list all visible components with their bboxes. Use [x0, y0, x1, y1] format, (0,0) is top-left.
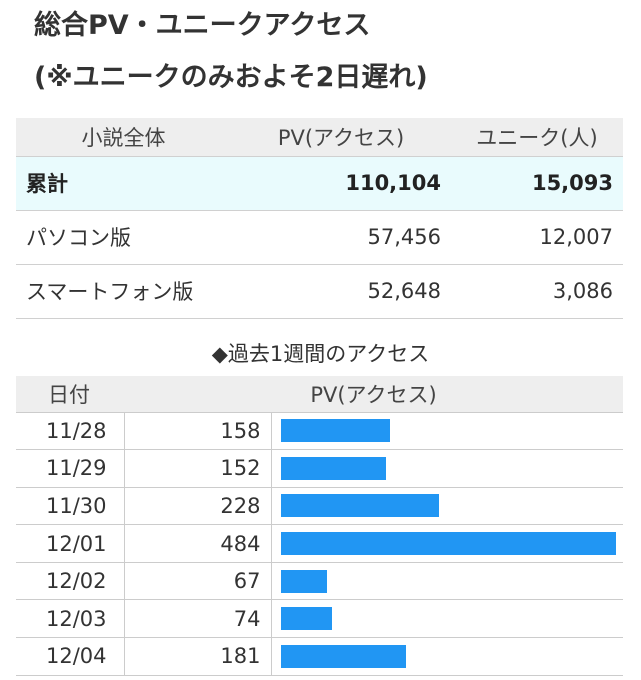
smartphone-label: スマートフォン版 — [16, 264, 231, 319]
weekly-date: 11/29 — [16, 449, 125, 488]
header-date: 日付 — [16, 376, 124, 413]
weekly-bar-cell — [271, 412, 623, 451]
weekly-row: 12/02 67 — [16, 562, 623, 601]
weekly-body: 11/28 158 11/29 152 11/30 228 12/01 484 12/02 67 1… — [16, 412, 623, 676]
weekly-date: 12/02 — [16, 562, 125, 601]
pv-bar — [280, 644, 406, 668]
weekly-pv-value: 74 — [124, 599, 272, 639]
weekly-row: 11/29 152 — [16, 449, 623, 488]
weekly-date: 12/04 — [16, 637, 125, 676]
pc-pv: 57,456 — [231, 210, 451, 265]
pv-bar — [280, 569, 327, 593]
pv-bar — [280, 532, 616, 556]
weekly-pv-value: 181 — [124, 637, 272, 676]
page-subtitle: (※ユニークのみおよそ2日遅れ) — [34, 62, 428, 93]
summary-header-row: 小説全体 PV(アクセス) ユニーク(人) — [16, 118, 623, 157]
weekly-pv-value: 152 — [124, 449, 272, 488]
pv-bar — [280, 456, 386, 480]
weekly-pv-value: 484 — [124, 524, 272, 563]
header-novel-total: 小説全体 — [16, 118, 231, 157]
weekly-bar-cell — [271, 637, 623, 676]
header-unique: ユニーク(人) — [451, 118, 623, 157]
weekly-bar-cell — [271, 599, 623, 639]
pv-bar — [280, 607, 332, 631]
weekly-bar-cell — [271, 562, 623, 601]
weekly-date: 11/30 — [16, 487, 125, 526]
weekly-row: 12/03 74 — [16, 599, 623, 639]
weekly-date: 12/03 — [16, 599, 125, 639]
total-unique: 15,093 — [451, 156, 623, 211]
smartphone-unique: 3,086 — [451, 264, 623, 319]
pc-unique: 12,007 — [451, 210, 623, 265]
weekly-row: 11/28 158 — [16, 412, 623, 451]
smartphone-pv: 52,648 — [231, 264, 451, 319]
weekly-access-table: 日付 PV(アクセス) 11/28 158 11/29 152 11/30 228 12/0… — [16, 376, 623, 676]
header-weekly-pv: PV(アクセス) — [124, 376, 623, 413]
total-label: 累計 — [16, 156, 231, 211]
weekly-pv-value: 228 — [124, 487, 272, 526]
page-title: 総合PV・ユニークアクセス — [34, 10, 371, 41]
weekly-pv-value: 67 — [124, 562, 272, 601]
weekly-header-row: 日付 PV(アクセス) — [16, 376, 623, 413]
weekly-title: ◆過去1週間のアクセス — [211, 342, 430, 366]
header-pv: PV(アクセス) — [231, 118, 451, 157]
summary-pc-row: パソコン版 57,456 12,007 — [16, 210, 623, 265]
summary-total-row: 累計 110,104 15,093 — [16, 156, 623, 211]
summary-smartphone-row: スマートフォン版 52,648 3,086 — [16, 264, 623, 319]
pv-bar — [280, 494, 439, 518]
summary-table: 小説全体 PV(アクセス) ユニーク(人) 累計 110,104 15,093 … — [16, 118, 623, 319]
weekly-bar-cell — [271, 524, 623, 563]
weekly-date: 12/01 — [16, 524, 125, 563]
weekly-row: 11/30 228 — [16, 487, 623, 526]
weekly-bar-cell — [271, 449, 623, 488]
weekly-row: 12/04 181 — [16, 637, 623, 676]
pc-label: パソコン版 — [16, 210, 231, 265]
weekly-row: 12/01 484 — [16, 524, 623, 563]
total-pv: 110,104 — [231, 156, 451, 211]
weekly-bar-cell — [271, 487, 623, 526]
pv-bar — [280, 419, 390, 443]
weekly-pv-value: 158 — [124, 412, 272, 451]
weekly-date: 11/28 — [16, 412, 125, 451]
